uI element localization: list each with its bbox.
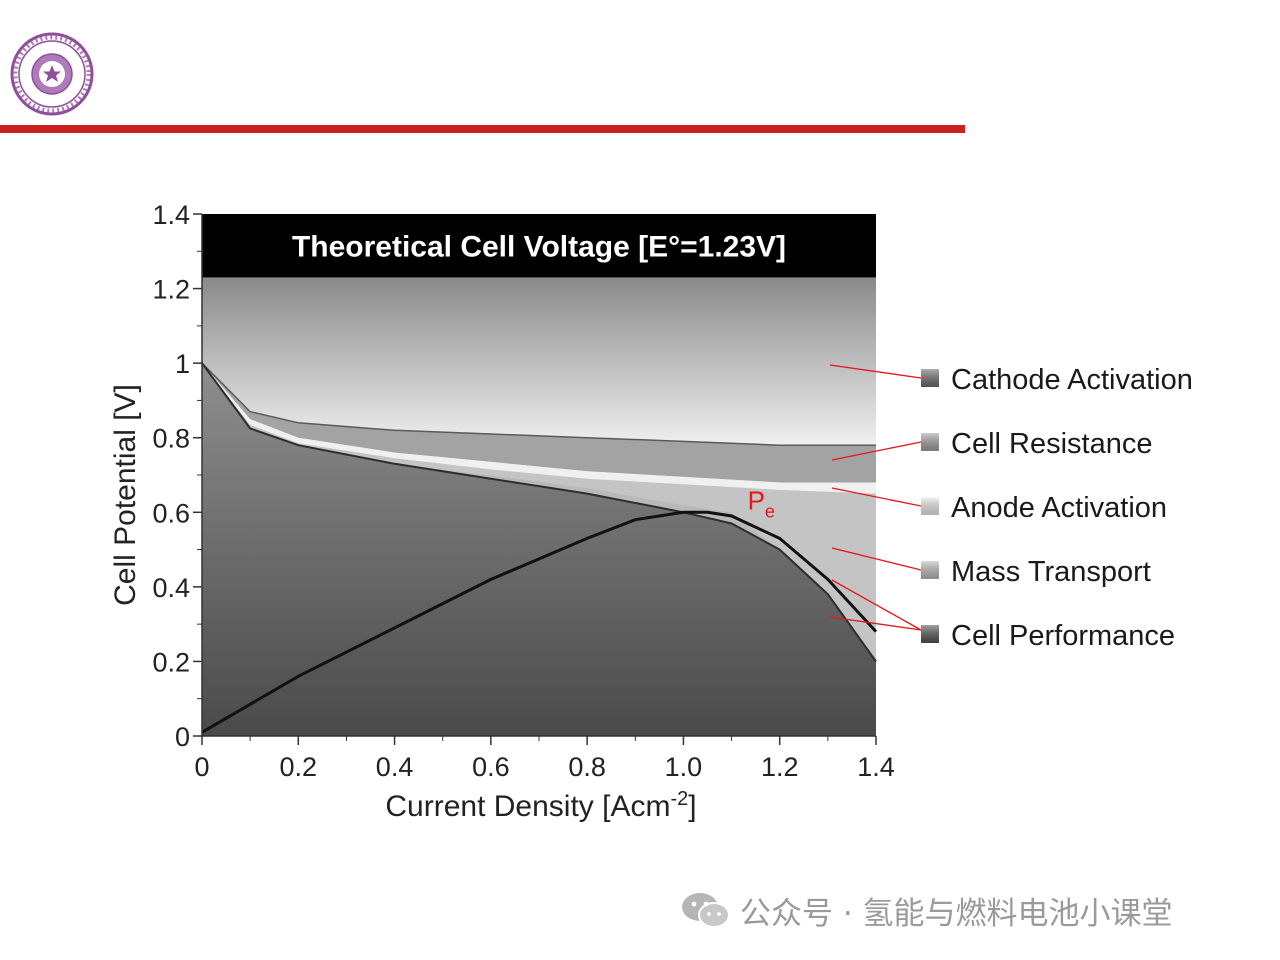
legend-swatch-shade <box>921 433 939 451</box>
x-axis-label: Current Density [Acm-2] <box>385 788 696 823</box>
watermark-text: 公众号 · 氢能与燃料电池小课堂 <box>740 895 1173 932</box>
y-tick-label: 1.2 <box>152 275 190 305</box>
x-tick-label: 0.6 <box>472 752 510 782</box>
y-tick-label: 0.4 <box>152 573 190 603</box>
legend-leader-line <box>829 616 922 631</box>
legend-label: Cathode Activation <box>951 364 1193 396</box>
curve-cathode-activation <box>201 362 876 446</box>
legend-swatch-shade <box>921 625 939 643</box>
curve-power-density <box>201 510 878 734</box>
theoretical-voltage-banner <box>202 214 876 278</box>
legend-leader-line <box>831 547 922 571</box>
y-tick-label: 0.8 <box>152 424 190 454</box>
x-tick-label: 0.8 <box>568 752 606 782</box>
y-tick-label: 0.2 <box>152 647 190 677</box>
legend-swatch-shade <box>921 497 939 515</box>
area-cell-performance <box>202 363 876 736</box>
legend-leader-line <box>831 579 922 631</box>
x-tick-label: 1.2 <box>761 752 799 782</box>
chart-title: Theoretical Cell Voltage [E°=1.23V] <box>292 231 786 264</box>
legend-label: Cell Performance <box>951 620 1175 652</box>
area-mass-transport <box>202 363 876 662</box>
legend-label: Cell Resistance <box>951 428 1152 460</box>
x-tick-label: 0 <box>194 752 209 782</box>
legend-swatch-shade <box>921 369 939 387</box>
legend-label: Mass Transport <box>951 556 1151 588</box>
area-cell-resistance <box>202 363 876 483</box>
legend-swatch-shade <box>921 561 939 579</box>
university-seal-icon <box>10 32 94 116</box>
x-tick-label: 0.2 <box>280 752 318 782</box>
area-anode-activation <box>202 363 876 494</box>
curve-cell-performance <box>201 362 877 662</box>
x-tick-label: 1.0 <box>665 752 703 782</box>
legend-leader-line <box>831 487 922 507</box>
y-tick-label: 1 <box>175 349 190 379</box>
wechat-icon <box>682 893 730 928</box>
pe-annotation: Pe <box>748 485 775 521</box>
y-axis-label: Cell Potential [V] <box>109 384 142 606</box>
watermark: 公众号 · 氢能与燃料电池小课堂 <box>680 888 1173 932</box>
legend-leader-line <box>831 441 922 461</box>
legend-label: Anode Activation <box>951 492 1167 524</box>
header-rule <box>0 125 965 133</box>
legend-leader-line <box>829 364 922 379</box>
chart-legend: Cathode Activation Cell Resistance Anode A… <box>921 364 1193 652</box>
x-tick-label: 0.4 <box>376 752 414 782</box>
x-tick-label: 1.4 <box>857 752 895 782</box>
y-tick-label: 1.4 <box>152 200 190 230</box>
y-tick-label: 0 <box>175 722 190 752</box>
y-tick-label: 0.6 <box>152 498 190 528</box>
